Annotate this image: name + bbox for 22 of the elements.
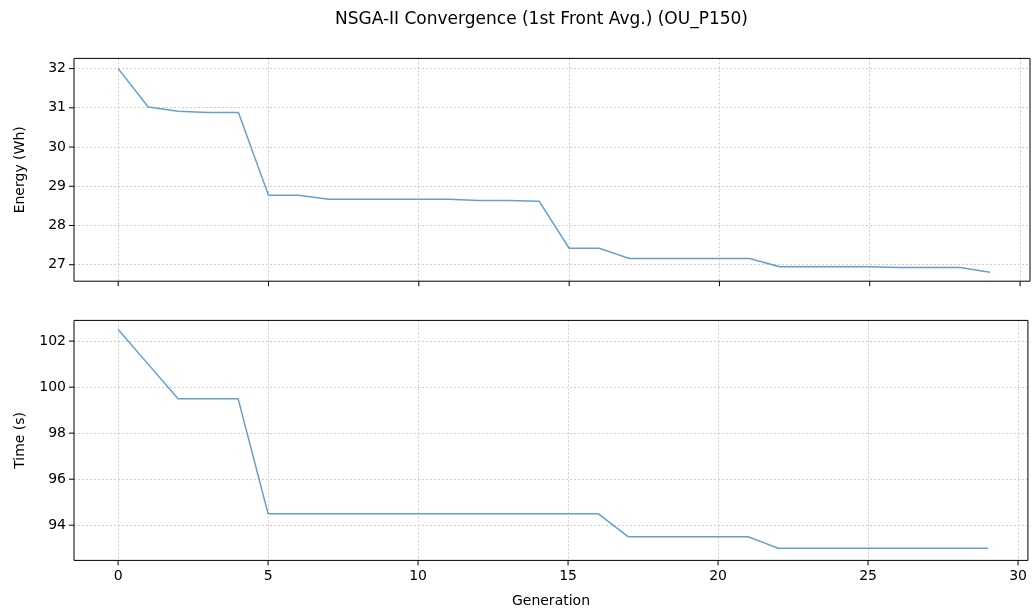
x-axis-title: Generation: [511, 592, 591, 609]
x-tick-label: 15: [559, 567, 577, 584]
y-tick-label: 96: [48, 469, 67, 486]
y-tick-label: 94: [48, 515, 67, 532]
x-tick-label: 20: [709, 567, 727, 584]
x-tick-label: 5: [263, 567, 273, 584]
x-tick-label: 0: [113, 567, 123, 584]
y-tick-label: 100: [39, 377, 66, 394]
y-axis-title: Energy (Wh): [11, 126, 28, 214]
y-tick-label: 29: [48, 176, 66, 193]
y-tick-label: 32: [48, 59, 66, 76]
x-tick-label: 10: [409, 567, 427, 584]
y-tick-label: 98: [48, 423, 66, 440]
y-axis-title: Time (s): [11, 411, 28, 470]
y-tick-label: 102: [39, 331, 66, 348]
chart-title: NSGA-II Convergence (1st Front Avg.) (OU_P150): [334, 7, 749, 31]
y-tick-label: 28: [48, 216, 66, 233]
y-tick-label: 27: [48, 255, 66, 272]
x-tick-label: 25: [859, 567, 877, 584]
x-tick-label: 30: [1009, 567, 1027, 584]
y-tick-label: 30: [48, 137, 66, 154]
y-tick-label: 31: [48, 98, 66, 115]
